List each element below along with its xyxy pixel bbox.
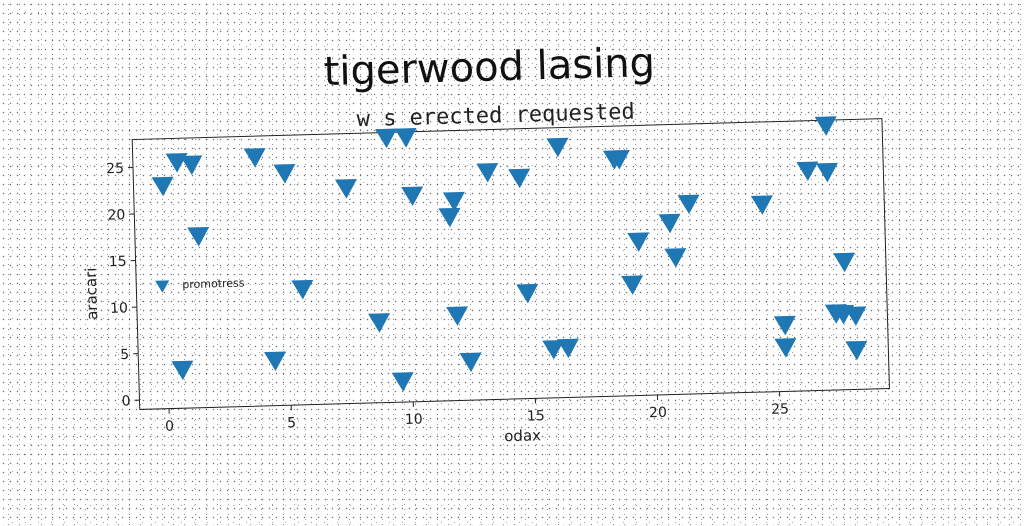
scatter-point bbox=[273, 164, 296, 184]
x-tick-label: 5 bbox=[287, 415, 296, 431]
plot-area bbox=[132, 119, 889, 410]
y-tick-label: 0 bbox=[121, 393, 130, 409]
legend-marker bbox=[155, 280, 169, 293]
scatter-point bbox=[751, 195, 774, 215]
x-axis-label: odax bbox=[504, 426, 541, 445]
scatter-point bbox=[291, 280, 314, 300]
scatter-point bbox=[557, 339, 580, 359]
scatter-point bbox=[833, 253, 856, 273]
legend: promotress bbox=[155, 276, 245, 292]
scatter-point bbox=[438, 208, 461, 228]
scatter-point bbox=[796, 161, 819, 181]
x-tick-label: 20 bbox=[649, 405, 667, 421]
scatter-point bbox=[516, 284, 539, 304]
scatter-point bbox=[171, 361, 194, 381]
scatter-point bbox=[446, 306, 469, 326]
chart-subtitle: w s erected requested bbox=[356, 100, 635, 133]
scatter-point bbox=[244, 148, 267, 168]
data-points bbox=[150, 116, 868, 399]
scatter-point bbox=[508, 169, 531, 189]
scatter-point bbox=[152, 177, 175, 197]
scatter-point bbox=[392, 372, 415, 392]
scatter-point bbox=[401, 187, 424, 207]
y-tick-label: 5 bbox=[120, 347, 129, 363]
scatter-point bbox=[187, 227, 210, 247]
scatter-point bbox=[264, 351, 287, 371]
scatter-point bbox=[845, 341, 868, 361]
x-tick-label: 0 bbox=[165, 419, 174, 435]
scatter-point bbox=[476, 163, 499, 183]
scatter-point bbox=[180, 155, 203, 175]
x-tick-label: 15 bbox=[527, 408, 545, 424]
scatter-point bbox=[659, 214, 682, 234]
scatter-point bbox=[621, 275, 644, 295]
scatter-point bbox=[664, 248, 687, 268]
y-tick-label: 15 bbox=[109, 254, 127, 270]
scatter-point bbox=[774, 316, 797, 336]
scatter-point bbox=[546, 138, 569, 158]
y-axis-label: aracari bbox=[82, 267, 101, 320]
chart-title: tigerwood lasing bbox=[323, 40, 655, 95]
scatter-point bbox=[815, 116, 838, 136]
scatter-point bbox=[368, 313, 391, 333]
scatter-point bbox=[678, 195, 701, 215]
scatter-point bbox=[774, 338, 797, 358]
x-tick-label: 10 bbox=[405, 412, 423, 428]
scatter-point bbox=[375, 129, 398, 149]
scatter-point bbox=[335, 179, 358, 199]
scatter-point bbox=[816, 163, 839, 183]
scatter-point bbox=[395, 128, 418, 148]
scatter-point bbox=[460, 353, 483, 373]
y-tick-label: 20 bbox=[107, 207, 125, 223]
scatter-point bbox=[627, 232, 650, 252]
y-tick-label: 10 bbox=[110, 300, 128, 316]
y-tick-label: 25 bbox=[106, 161, 124, 177]
legend-label: promotress bbox=[182, 276, 245, 291]
x-tick-label: 25 bbox=[771, 401, 789, 417]
